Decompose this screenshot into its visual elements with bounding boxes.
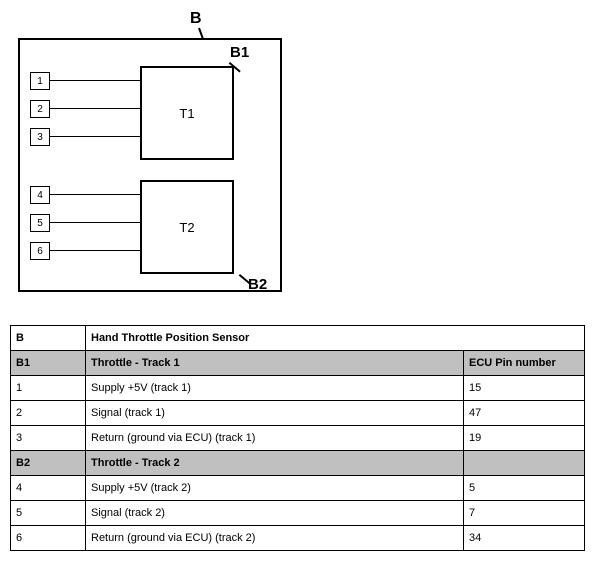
label-b2: B2: [248, 276, 267, 293]
cell-ecu: 7: [464, 501, 585, 526]
cell-ecu: 15: [464, 376, 585, 401]
cell-desc: Throttle - Track 2: [86, 451, 464, 476]
pinout-table: B Hand Throttle Position Sensor B1 Throt…: [10, 325, 585, 551]
track-box-2-label: T2: [179, 220, 194, 235]
cell-desc: Supply +5V (track 2): [86, 476, 464, 501]
pin-box: 3: [30, 128, 50, 146]
pin-box: 1: [30, 72, 50, 90]
cell-key: 4: [11, 476, 86, 501]
cell-key: 3: [11, 426, 86, 451]
cell-key: 5: [11, 501, 86, 526]
wiring-diagram: B B1 T1 T2 B2 1 2 3 4 5 6: [10, 10, 310, 310]
cell-ecu: [464, 451, 585, 476]
cell-desc: Return (ground via ECU) (track 1): [86, 426, 464, 451]
cell-key: B: [11, 326, 86, 351]
track-box-1-label: T1: [179, 106, 194, 121]
pin-box: 2: [30, 100, 50, 118]
cell-desc: Return (ground via ECU) (track 2): [86, 526, 464, 551]
label-b: B: [190, 10, 202, 28]
track-box-2: T2: [140, 180, 234, 274]
cell-desc: Supply +5V (track 1): [86, 376, 464, 401]
cell-ecu: 47: [464, 401, 585, 426]
cell-ecu: 19: [464, 426, 585, 451]
table-header-row: B2 Throttle - Track 2: [11, 451, 585, 476]
cell-key: 6: [11, 526, 86, 551]
table-header-row: B1 Throttle - Track 1 ECU Pin number: [11, 351, 585, 376]
cell-key: B1: [11, 351, 86, 376]
cell-key: B2: [11, 451, 86, 476]
cell-desc: Signal (track 2): [86, 501, 464, 526]
pin-box: 5: [30, 214, 50, 232]
cell-desc: Throttle - Track 1: [86, 351, 464, 376]
cell-ecu: ECU Pin number: [464, 351, 585, 376]
track-box-1: T1: [140, 66, 234, 160]
table-row: 1 Supply +5V (track 1) 15: [11, 376, 585, 401]
cell-desc: Signal (track 1): [86, 401, 464, 426]
label-b1: B1: [230, 44, 249, 61]
cell-key: 1: [11, 376, 86, 401]
wire: [50, 222, 140, 223]
table-row: 3 Return (ground via ECU) (track 1) 19: [11, 426, 585, 451]
wire: [50, 108, 140, 109]
wire: [50, 136, 140, 137]
cell-desc: Hand Throttle Position Sensor: [86, 326, 585, 351]
pin-box: 6: [30, 242, 50, 260]
table-row: 2 Signal (track 1) 47: [11, 401, 585, 426]
table-title-row: B Hand Throttle Position Sensor: [11, 326, 585, 351]
wire: [50, 250, 140, 251]
cell-ecu: 5: [464, 476, 585, 501]
cell-key: 2: [11, 401, 86, 426]
pin-box: 4: [30, 186, 50, 204]
table-row: 5 Signal (track 2) 7: [11, 501, 585, 526]
cell-ecu: 34: [464, 526, 585, 551]
table-row: 6 Return (ground via ECU) (track 2) 34: [11, 526, 585, 551]
wire: [50, 80, 140, 81]
wire: [50, 194, 140, 195]
table-row: 4 Supply +5V (track 2) 5: [11, 476, 585, 501]
